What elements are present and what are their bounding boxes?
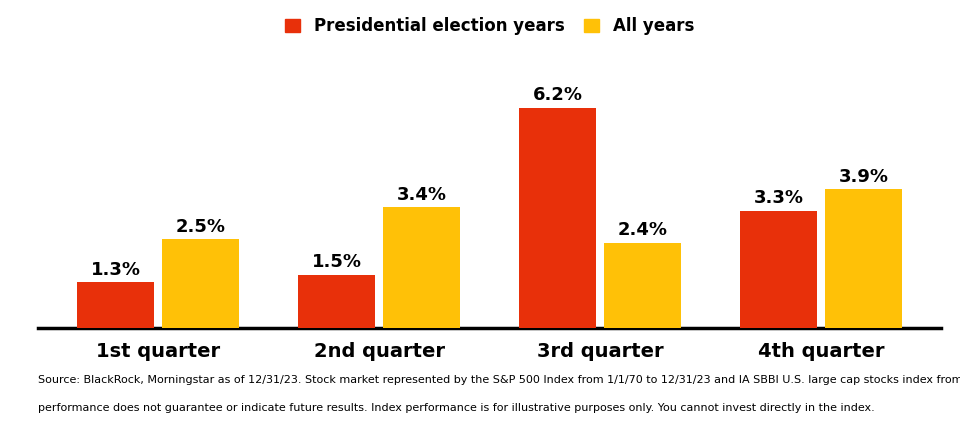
Text: 1.3%: 1.3%	[91, 261, 141, 279]
Text: 6.2%: 6.2%	[533, 86, 583, 104]
Text: 1.5%: 1.5%	[312, 253, 362, 272]
Text: 3.3%: 3.3%	[754, 189, 804, 207]
Bar	[519, 107, 596, 328]
Bar	[604, 243, 682, 328]
Text: 2.4%: 2.4%	[617, 221, 667, 239]
Bar	[825, 189, 902, 328]
Bar	[740, 211, 817, 328]
Text: 2.5%: 2.5%	[176, 218, 226, 236]
Bar	[298, 275, 375, 328]
Bar	[77, 282, 155, 328]
Text: Source: BlackRock, Morningstar as of 12/31/23. Stock market represented by the S: Source: BlackRock, Morningstar as of 12/…	[38, 375, 960, 385]
Bar	[383, 207, 460, 328]
Bar	[162, 239, 239, 328]
Text: performance does not guarantee or indicate future results. Index performance is : performance does not guarantee or indica…	[38, 402, 876, 413]
Text: 3.9%: 3.9%	[838, 168, 888, 186]
Text: 3.4%: 3.4%	[396, 186, 446, 204]
Legend: Presidential election years, All years: Presidential election years, All years	[285, 17, 694, 35]
